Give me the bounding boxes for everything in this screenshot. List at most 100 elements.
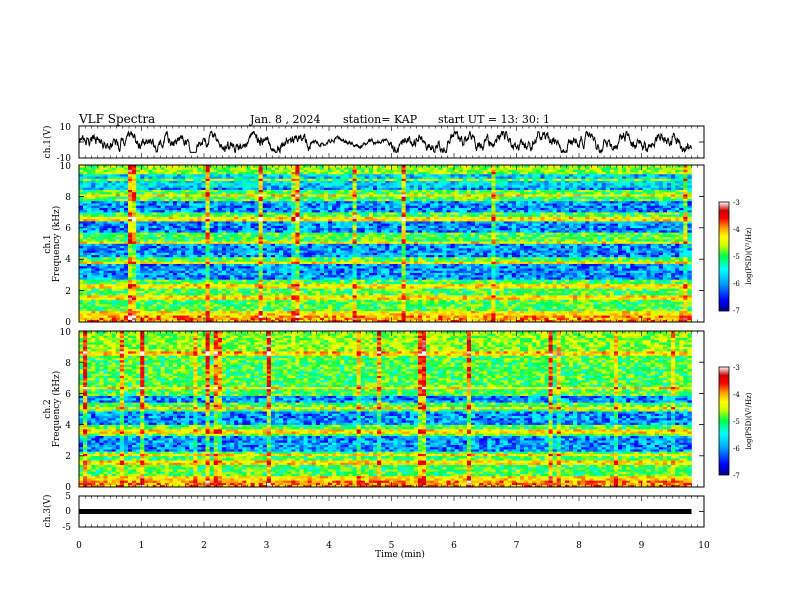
spectrogram-cell xyxy=(132,185,136,188)
spectrogram-cell xyxy=(173,255,177,258)
spectrogram-cell xyxy=(144,257,148,260)
spectrogram-cell xyxy=(79,230,83,233)
spectrogram-cell xyxy=(185,300,189,303)
spectrogram-cell xyxy=(99,259,103,262)
spectrogram-cell xyxy=(197,268,201,271)
spectrogram-cell xyxy=(185,261,189,264)
spectrogram-cell xyxy=(99,185,103,188)
spectrogram-cell xyxy=(128,183,132,186)
spectrogram-cell xyxy=(120,277,124,280)
spectrogram-cell xyxy=(132,252,136,255)
spectrogram-cell xyxy=(181,275,185,278)
spectrogram-cell xyxy=(197,228,201,231)
spectrogram-cell xyxy=(87,270,91,273)
spectrogram-cell xyxy=(116,279,120,282)
spectrogram-cell xyxy=(140,259,144,262)
spectrogram-cell xyxy=(99,192,103,195)
spectrogram-cell xyxy=(169,250,173,253)
spectrogram-cell xyxy=(116,264,120,267)
spectrogram-cell xyxy=(161,297,165,300)
spectrogram-cell xyxy=(104,223,108,226)
spectrogram-cell xyxy=(99,230,103,233)
spectrogram-cell xyxy=(128,277,132,280)
spectrogram-cell xyxy=(79,244,83,247)
spectrogram-cell xyxy=(99,266,103,269)
spectrogram-cell xyxy=(116,248,120,251)
spectrogram-cell xyxy=(153,309,157,312)
spectrogram-cell xyxy=(185,203,189,206)
spectrogram-cell xyxy=(197,181,201,184)
spectrogram-cell xyxy=(87,293,91,296)
spectrogram-cell xyxy=(83,167,87,170)
spectrogram-cell xyxy=(91,293,95,296)
spectrogram-cell xyxy=(116,190,120,193)
spectrogram-cell xyxy=(169,275,173,278)
spectrogram-cell xyxy=(185,302,189,305)
spectrogram-cell xyxy=(136,201,140,204)
spectrogram-cell xyxy=(116,293,120,296)
spectrogram-cell xyxy=(132,291,136,294)
spectrogram-cell xyxy=(161,167,165,170)
spectrogram-cell xyxy=(91,190,95,193)
spectrogram-cell xyxy=(104,241,108,244)
spectrogram-cell xyxy=(197,212,201,215)
spectrogram-cell xyxy=(99,190,103,193)
spectrogram-cell xyxy=(181,178,185,181)
spectrogram-cell xyxy=(99,212,103,215)
spectrogram-cell xyxy=(120,192,124,195)
spectrogram-cell xyxy=(197,217,201,220)
spectrogram-cell xyxy=(136,199,140,202)
spectrogram-cell xyxy=(185,212,189,215)
spectrogram-cell xyxy=(136,203,140,206)
spectrogram-cell xyxy=(136,261,140,264)
spectrogram-cell xyxy=(120,208,124,211)
spectrogram-cell xyxy=(87,223,91,226)
spectrogram-cell xyxy=(161,246,165,249)
spectrogram-cell xyxy=(144,194,148,197)
spectrogram-cell xyxy=(153,178,157,181)
spectrogram-cell xyxy=(185,288,189,291)
spectrogram-cell xyxy=(193,223,197,226)
spectrogram-cell xyxy=(120,185,124,188)
spectrogram-cell xyxy=(87,275,91,278)
spectrogram-cell xyxy=(144,266,148,269)
spectrogram-cell xyxy=(144,174,148,177)
spectrogram-cell xyxy=(193,205,197,208)
spectrogram-cell xyxy=(148,241,152,244)
spectrogram-cell xyxy=(104,304,108,307)
spectrogram-cell xyxy=(148,250,152,253)
spectrogram-cell xyxy=(153,246,157,249)
spectrogram-cell xyxy=(161,230,165,233)
spectrogram-cell xyxy=(132,286,136,289)
spectrogram-cell xyxy=(157,172,161,175)
spectrogram-cell xyxy=(136,270,140,273)
spectrogram-cell xyxy=(83,205,87,208)
spectrogram-cell xyxy=(185,217,189,220)
spectrogram-cell xyxy=(136,230,140,233)
spectrogram-cell xyxy=(99,176,103,179)
spectrogram-cell xyxy=(95,181,99,184)
spectrogram-cell xyxy=(157,300,161,303)
spectrogram-cell xyxy=(193,246,197,249)
spectrogram-cell xyxy=(189,174,193,177)
spectrogram-cell xyxy=(99,246,103,249)
spectrogram-cell xyxy=(124,217,128,220)
spectrogram-cell xyxy=(116,268,120,271)
spectrogram-cell xyxy=(189,246,193,249)
spectrogram-cell xyxy=(148,176,152,179)
spectrogram-cell xyxy=(99,181,103,184)
spectrogram-cell xyxy=(79,284,83,287)
spectrogram-cell xyxy=(173,270,177,273)
spectrogram-cell xyxy=(128,300,132,303)
spectrogram-cell xyxy=(153,259,157,262)
spectrogram-cell xyxy=(169,248,173,251)
spectrogram-cell xyxy=(161,248,165,251)
spectrogram-cell xyxy=(104,252,108,255)
spectrogram-cell xyxy=(185,176,189,179)
spectrogram-cell xyxy=(95,228,99,231)
spectrogram-cell xyxy=(193,288,197,291)
spectrogram-cell xyxy=(197,293,201,296)
spectrogram-cell xyxy=(120,313,124,316)
spectrogram-cell xyxy=(197,257,201,260)
spectrogram-cell xyxy=(169,181,173,184)
